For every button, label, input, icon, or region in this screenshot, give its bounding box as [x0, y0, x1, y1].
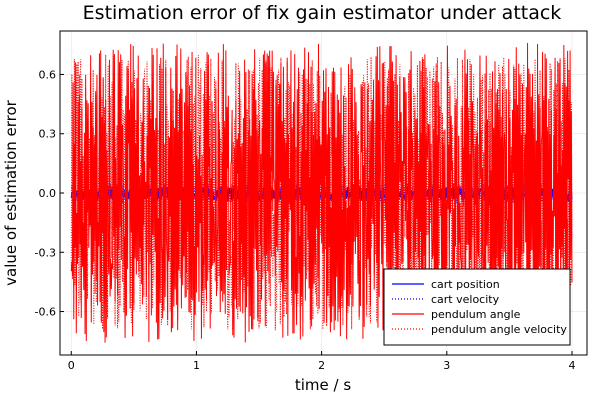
legend-label-cart-velocity: cart velocity [431, 293, 500, 306]
y-tick-label: 0.0 [39, 187, 57, 200]
x-tick-label: 0 [68, 359, 75, 372]
legend-label-pendulum-angle: pendulum angle [431, 308, 521, 321]
series-line-pendulum-angle-velocity [70, 54, 573, 332]
y-axis-label: value of estimation error [2, 99, 20, 286]
y-tick-label: 0.3 [39, 128, 57, 141]
legend: cart position cart velocity pendulum ang… [383, 268, 571, 346]
x-tick-label: 1 [193, 359, 200, 372]
ticks: 0 1 2 3 4 -0.6 -0.3 0.0 0.3 0.6 [35, 68, 576, 372]
legend-label-pendulum-angle-velocity: pendulum angle velocity [431, 323, 567, 336]
legend-label-cart-position: cart position [431, 278, 500, 291]
x-tick-label: 3 [443, 359, 450, 372]
series-line-pendulum-angle [70, 42, 573, 344]
y-tick-label: 0.6 [39, 68, 57, 81]
x-tick-label: 4 [568, 359, 575, 372]
y-tick-label: -0.6 [35, 306, 56, 319]
x-tick-label: 2 [318, 359, 325, 372]
x-axis-label: time / s [295, 376, 351, 394]
y-tick-label: -0.3 [35, 246, 56, 259]
chart-title: Estimation error of fix gain estimator u… [83, 2, 562, 24]
legend-box [383, 268, 571, 346]
series-layer [70, 42, 573, 344]
